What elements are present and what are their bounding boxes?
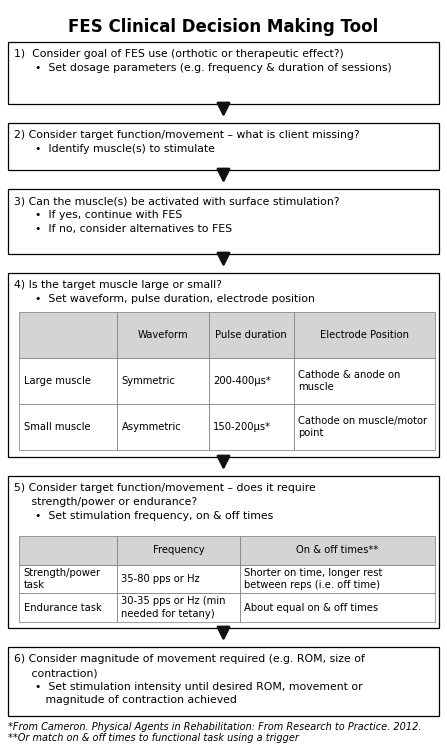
FancyBboxPatch shape (240, 536, 435, 565)
Text: Endurance task: Endurance task (24, 603, 101, 612)
FancyBboxPatch shape (19, 404, 117, 450)
Text: FES Clinical Decision Making Tool: FES Clinical Decision Making Tool (68, 18, 379, 36)
FancyBboxPatch shape (19, 536, 117, 565)
Text: Pulse duration: Pulse duration (215, 330, 287, 340)
Text: Shorter on time, longer rest
between reps (i.e. off time): Shorter on time, longer rest between rep… (244, 568, 383, 590)
Text: About equal on & off times: About equal on & off times (244, 603, 378, 612)
FancyBboxPatch shape (209, 312, 294, 358)
Text: 4) Is the target muscle large or small?
      •  Set waveform, pulse duration, e: 4) Is the target muscle large or small? … (14, 280, 315, 304)
FancyBboxPatch shape (117, 404, 209, 450)
Text: Cathode on muscle/motor
point: Cathode on muscle/motor point (298, 416, 427, 438)
FancyBboxPatch shape (19, 593, 117, 622)
Text: Strength/power
task: Strength/power task (24, 568, 101, 590)
FancyBboxPatch shape (117, 593, 240, 622)
Text: Frequency: Frequency (152, 545, 204, 555)
FancyBboxPatch shape (117, 536, 240, 565)
Text: 1)  Consider goal of FES use (orthotic or therapeutic effect?)
      •  Set dosa: 1) Consider goal of FES use (orthotic or… (14, 49, 392, 73)
Text: 5) Consider target function/movement – does it require
     strength/power or en: 5) Consider target function/movement – d… (14, 484, 316, 521)
FancyBboxPatch shape (8, 647, 439, 716)
FancyBboxPatch shape (8, 476, 439, 628)
Text: 150-200μs*: 150-200μs* (213, 422, 271, 432)
Text: Large muscle: Large muscle (24, 376, 91, 386)
FancyBboxPatch shape (8, 123, 439, 170)
Text: Symmetric: Symmetric (122, 376, 175, 386)
FancyBboxPatch shape (209, 358, 294, 404)
Text: 200-400μs*: 200-400μs* (213, 376, 271, 386)
FancyBboxPatch shape (8, 273, 439, 457)
Text: **Or match on & off times to functional task using a trigger: **Or match on & off times to functional … (8, 733, 299, 743)
Text: On & off times**: On & off times** (296, 545, 379, 555)
FancyBboxPatch shape (19, 358, 117, 404)
FancyBboxPatch shape (240, 593, 435, 622)
FancyBboxPatch shape (294, 358, 435, 404)
FancyBboxPatch shape (117, 358, 209, 404)
FancyBboxPatch shape (294, 404, 435, 450)
FancyBboxPatch shape (117, 312, 209, 358)
Text: 3) Can the muscle(s) be activated with surface stimulation?
      •  If yes, con: 3) Can the muscle(s) be activated with s… (14, 196, 339, 234)
FancyBboxPatch shape (294, 312, 435, 358)
Text: 35-80 pps or Hz: 35-80 pps or Hz (122, 574, 200, 584)
Text: Waveform: Waveform (138, 330, 188, 340)
Text: 2) Consider target function/movement – what is client missing?
      •  Identify: 2) Consider target function/movement – w… (14, 130, 359, 154)
FancyBboxPatch shape (209, 404, 294, 450)
Text: Cathode & anode on
muscle: Cathode & anode on muscle (298, 370, 401, 392)
FancyBboxPatch shape (8, 42, 439, 104)
Text: Asymmetric: Asymmetric (122, 422, 181, 432)
FancyBboxPatch shape (117, 565, 240, 593)
Text: *From Cameron. Physical Agents in Rehabilitation: From Research to Practice. 201: *From Cameron. Physical Agents in Rehabi… (8, 722, 422, 732)
Text: Electrode Position: Electrode Position (320, 330, 409, 340)
FancyBboxPatch shape (19, 565, 117, 593)
Text: 6) Consider magnitude of movement required (e.g. ROM, size of
     contraction)
: 6) Consider magnitude of movement requir… (14, 655, 365, 705)
Text: 30-35 pps or Hz (min
needed for tetany): 30-35 pps or Hz (min needed for tetany) (122, 597, 226, 619)
FancyBboxPatch shape (240, 565, 435, 593)
FancyBboxPatch shape (19, 312, 117, 358)
Text: Small muscle: Small muscle (24, 422, 90, 432)
FancyBboxPatch shape (8, 189, 439, 254)
